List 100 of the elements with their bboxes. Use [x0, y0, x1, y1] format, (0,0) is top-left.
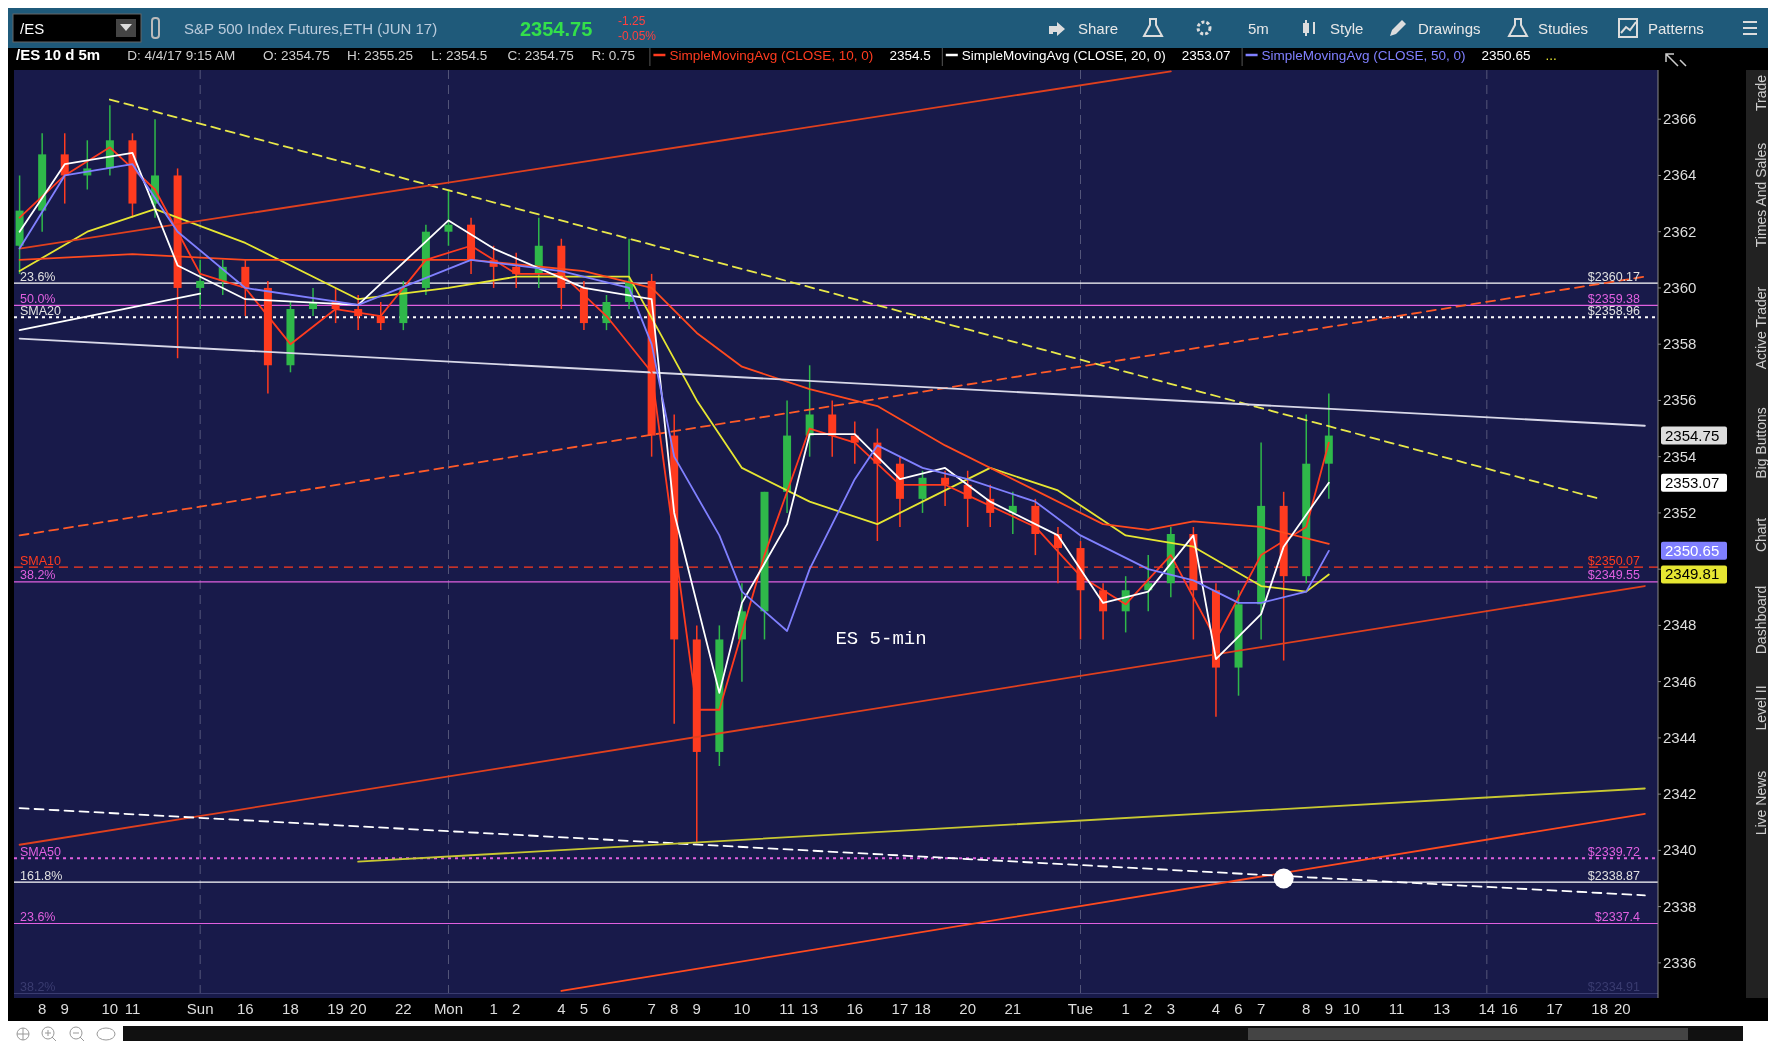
y-tick-label: 2360: [1663, 278, 1697, 296]
y-tick-label: 2356: [1663, 391, 1697, 409]
text: Live News: [1753, 770, 1768, 836]
y-tick-label: 2358: [1663, 335, 1697, 353]
x-tick-label: 20: [349, 1000, 367, 1017]
text: 2354.75: [1665, 426, 1720, 444]
text: 5m: [1248, 20, 1269, 37]
x-tick-label: 8: [1302, 1000, 1311, 1017]
y-tick-label: 2364: [1663, 166, 1697, 184]
x-tick-label: 10: [101, 1000, 119, 1017]
text: C: 2354.75: [507, 48, 574, 63]
text: Trade: [1753, 74, 1768, 112]
x-tick-label: 11: [1388, 1000, 1405, 1017]
x-tick-label: 9: [692, 1000, 701, 1017]
y-tick-label: 2344: [1663, 728, 1697, 746]
annotation: SMA50: [20, 844, 62, 859]
ref-line-label: $2360.17: [1587, 269, 1641, 284]
text: 2353.07: [1665, 473, 1720, 491]
y-tick-label: 2352: [1663, 503, 1697, 521]
annotation: SMA10: [20, 553, 62, 568]
annotation: 23.6%: [20, 909, 56, 924]
text: O: 2354.75: [263, 48, 330, 63]
text: Level II: [1753, 685, 1768, 731]
y-tick-label: 2336: [1663, 953, 1697, 971]
y-tick-label: 2362: [1663, 222, 1697, 240]
ref-line-label: $2339.72: [1587, 844, 1641, 859]
chart-title: S&P 500 Index Futures,ETH (JUN 17): [184, 20, 438, 37]
text: ...: [1545, 48, 1557, 63]
annotation: 23.6%: [20, 269, 56, 284]
x-tick-label: 6: [1234, 1000, 1243, 1017]
text: /ES 10 d 5m: [16, 46, 101, 63]
text: 2354.5: [889, 48, 931, 63]
x-tick-label: 11: [124, 1000, 141, 1017]
x-tick-label: 14: [1478, 1000, 1496, 1017]
x-tick-label: Mon: [433, 1000, 464, 1017]
x-tick-label: 17: [891, 1000, 909, 1017]
text: 2350.65: [1665, 541, 1720, 559]
text: 2353.07: [1181, 48, 1231, 63]
text: 2354.75: [520, 18, 593, 40]
text: D: 4/4/17 9:15 AM: [127, 48, 236, 63]
text: R: 0.75: [591, 48, 636, 63]
x-tick-label: Sun: [186, 1000, 214, 1017]
candlestick: [241, 259, 250, 317]
y-tick-label: 2342: [1663, 785, 1697, 803]
y-tick-label: 2348: [1663, 616, 1697, 634]
text: Dashboard: [1753, 585, 1768, 655]
candlestick: [828, 399, 837, 458]
y-tick-label: 2338: [1663, 897, 1697, 915]
text: 2350.65: [1481, 48, 1531, 63]
x-tick-label: 3: [1166, 1000, 1175, 1017]
annotation: 50.0%: [20, 291, 56, 306]
text: Times And Sales: [1753, 142, 1768, 248]
candlestick: [918, 469, 927, 514]
x-tick-label: 13: [801, 1000, 818, 1017]
text: L: 2354.5: [431, 48, 488, 63]
x-tick-label: 1: [489, 1000, 498, 1017]
x-tick-label: 9: [60, 1000, 69, 1017]
annotation: ES 5-min: [835, 627, 927, 650]
x-tick-label: 13: [1433, 1000, 1451, 1017]
x-tick-label: 10: [1343, 1000, 1360, 1017]
y-tick-label: 2366: [1663, 110, 1697, 128]
annotation: 161.8%: [20, 868, 63, 883]
x-tick-label: 10: [733, 1000, 751, 1017]
ref-line-label: $2337.4: [1594, 909, 1641, 924]
x-tick-label: 16: [236, 1000, 254, 1017]
legend-label: SimpleMovingAvg (CLOSE, 50, 0): [1261, 48, 1466, 63]
x-tick-label: 18: [1591, 1000, 1609, 1017]
x-tick-label: 2: [1144, 1000, 1153, 1017]
ref-line-label: $2358.96: [1587, 303, 1641, 318]
text: Share: [1078, 20, 1119, 37]
x-tick-label: 18: [914, 1000, 931, 1017]
legend-label: SimpleMovingAvg (CLOSE, 20, 0): [961, 48, 1166, 63]
y-tick-label: 2340: [1663, 841, 1697, 859]
candlestick: [444, 188, 453, 247]
x-tick-label: 1: [1121, 1000, 1130, 1017]
text: Patterns: [1648, 20, 1704, 37]
text: Style: [1330, 20, 1364, 37]
text: Big Buttons: [1753, 407, 1768, 479]
x-tick-label: 20: [1613, 1000, 1631, 1017]
candlestick: [196, 259, 205, 310]
x-tick-label: 6: [602, 1000, 611, 1017]
text: -0.05%: [618, 29, 657, 43]
x-tick-label: 21: [1004, 1000, 1022, 1017]
annotation: SMA20: [20, 303, 62, 318]
x-tick-label: 20: [959, 1000, 976, 1017]
x-tick-label: 7: [1256, 1000, 1266, 1017]
ref-line-label: $2359.38: [1587, 291, 1641, 306]
x-tick-label: 4: [557, 1000, 566, 1017]
legend-label: SimpleMovingAvg (CLOSE, 10, 0): [669, 48, 874, 63]
ref-line-label: $2338.87: [1587, 868, 1641, 883]
x-tick-label: 4: [1211, 1000, 1221, 1017]
x-tick-label: 19: [327, 1000, 344, 1017]
text: H: 2355.25: [347, 48, 414, 63]
y-tick-label: 2354: [1663, 447, 1697, 465]
x-tick-label: Tue: [1067, 1000, 1094, 1017]
x-tick-label: 22: [394, 1000, 412, 1017]
x-tick-label: 11: [779, 1000, 795, 1017]
text: Studies: [1538, 20, 1589, 37]
x-tick-label: 9: [1324, 1000, 1333, 1017]
ref-line-label: $2349.55: [1587, 568, 1641, 583]
